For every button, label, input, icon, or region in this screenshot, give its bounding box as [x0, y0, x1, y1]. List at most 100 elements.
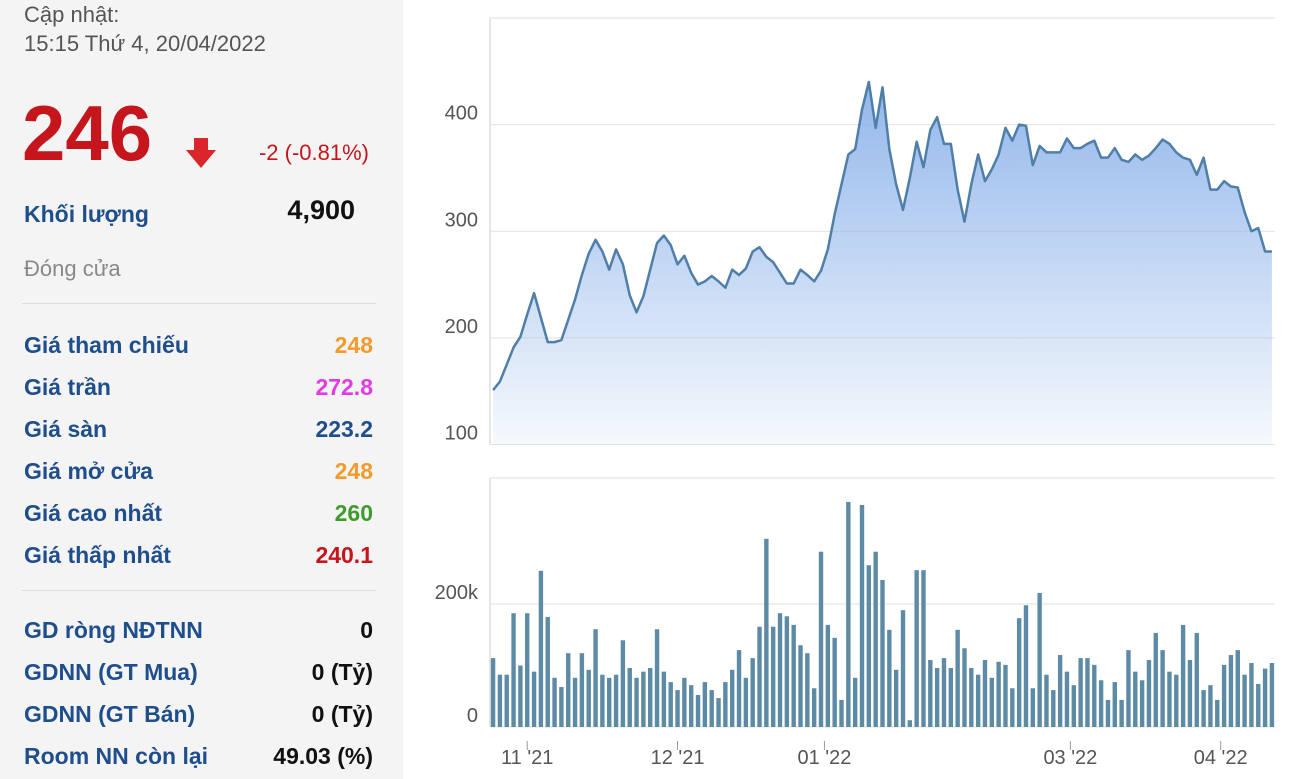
- volume-bar: [1201, 690, 1206, 727]
- volume-bar: [736, 650, 742, 727]
- volume-bar: [934, 667, 940, 727]
- volume-bar: [791, 624, 796, 727]
- volume-bar: [873, 551, 878, 727]
- volume-bar: [1153, 632, 1158, 727]
- volume-bar: [852, 677, 858, 727]
- y-tick-label: 0: [467, 705, 478, 727]
- volume-bar: [682, 677, 687, 727]
- volume-bar: [928, 659, 933, 727]
- volume-bar: [1057, 655, 1063, 727]
- volume-bar: [1235, 650, 1240, 727]
- foreign-label: GDNN (GT Bán): [24, 701, 196, 727]
- volume-bar: [784, 616, 790, 727]
- volume-bar: [709, 690, 714, 727]
- volume-bar: [805, 653, 810, 727]
- volume-bar: [1133, 671, 1138, 727]
- volume-bar: [880, 580, 885, 727]
- volume-bar: [702, 682, 708, 727]
- volume-bar: [668, 682, 673, 727]
- volume-bar: [846, 501, 851, 727]
- volume-bar: [586, 669, 591, 727]
- stat-value: 272.8: [315, 374, 373, 400]
- volume-bar: [1010, 688, 1015, 727]
- volume-bar: [770, 626, 776, 727]
- charts: 100 200 300 400 0 200k 11 '21 12 '21 01 '22 03 '2…: [435, 17, 1275, 769]
- volume-bar: [1085, 658, 1090, 727]
- volume-bar: [743, 677, 749, 727]
- stat-label: Giá thấp nhất: [24, 542, 171, 568]
- volume-bar: [723, 682, 728, 727]
- volume-bar: [1023, 605, 1029, 727]
- volume-bar: [1078, 658, 1083, 727]
- volume-bar: [893, 669, 899, 727]
- volume-bar: [907, 720, 913, 727]
- stat-value: 260: [334, 500, 373, 526]
- volume-bar: [695, 695, 701, 727]
- volume-bar: [518, 665, 523, 727]
- volume-bar: [641, 671, 646, 727]
- volume-bar: [648, 667, 653, 727]
- volume-bar: [1126, 650, 1131, 727]
- volume-bar: [839, 699, 844, 727]
- update-label: Cập nhật:: [24, 2, 120, 27]
- separator: [22, 590, 376, 591]
- volume-bar: [818, 551, 824, 727]
- x-tick-label: 04 '22: [1194, 747, 1248, 769]
- volume-bar: [948, 667, 954, 727]
- volume-bar: [627, 667, 632, 727]
- volume-bar: [1228, 655, 1234, 727]
- volume-bar: [729, 669, 735, 727]
- volume-bar: [497, 674, 503, 727]
- volume-bar: [859, 504, 865, 727]
- foreign-value: 49.03 (%): [273, 743, 373, 769]
- stat-value: 248: [334, 458, 373, 484]
- volume-bar: [1030, 688, 1036, 727]
- volume-bar: [613, 674, 619, 727]
- volume-bar: [538, 570, 544, 727]
- volume-bar: [661, 671, 667, 727]
- volume-bar: [1037, 592, 1042, 727]
- volume-bar: [969, 667, 974, 727]
- volume-bar: [1016, 618, 1022, 727]
- volume-bar: [764, 538, 769, 727]
- volume-bar: [1146, 659, 1152, 727]
- x-tick-label: 11 '21: [501, 747, 553, 769]
- volume-bar: [1174, 674, 1179, 727]
- volume-bar: [975, 674, 981, 727]
- volume-bar: [1051, 690, 1056, 727]
- y-tick-label: 400: [445, 103, 478, 125]
- volume-bar: [566, 653, 571, 727]
- y-tick-label: 100: [445, 423, 478, 445]
- volume-bar: [1064, 671, 1070, 727]
- volume-bar: [620, 640, 626, 727]
- price-area: [493, 81, 1272, 445]
- volume-bar: [866, 565, 872, 727]
- volume-bar: [531, 671, 537, 727]
- volume-bar: [832, 637, 837, 727]
- volume-bar: [1269, 663, 1275, 727]
- volume-bar: [600, 674, 605, 727]
- foreign-label: Room NN còn lại: [24, 743, 209, 769]
- foreign-value: 0 (Tỷ): [311, 701, 373, 727]
- stat-label: Giá cao nhất: [24, 500, 163, 526]
- volume-label: Khối lượng: [24, 201, 149, 227]
- volume-bar: [1044, 674, 1049, 727]
- volume-bar: [1215, 699, 1220, 727]
- quote-panel: Cập nhật: 15:15 Thứ 4, 20/04/2022 246 -2…: [0, 0, 403, 779]
- separator: [22, 303, 376, 304]
- volume-bar: [1139, 680, 1145, 727]
- stat-label: Giá tham chiếu: [24, 332, 189, 358]
- volume-bar: [593, 629, 598, 727]
- volume-bar: [654, 629, 660, 727]
- volume-bar: [572, 677, 578, 727]
- volume-bar: [989, 677, 995, 727]
- volume-bar: [1249, 663, 1254, 727]
- x-tick-label: 03 '22: [1043, 747, 1097, 769]
- volume-bar: [1194, 632, 1199, 727]
- volume-bar: [887, 629, 892, 727]
- volume-bar: [525, 613, 530, 727]
- volume-bar: [1242, 674, 1247, 727]
- foreign-label: GDNN (GT Mua): [24, 659, 198, 685]
- volume-bar: [689, 685, 694, 727]
